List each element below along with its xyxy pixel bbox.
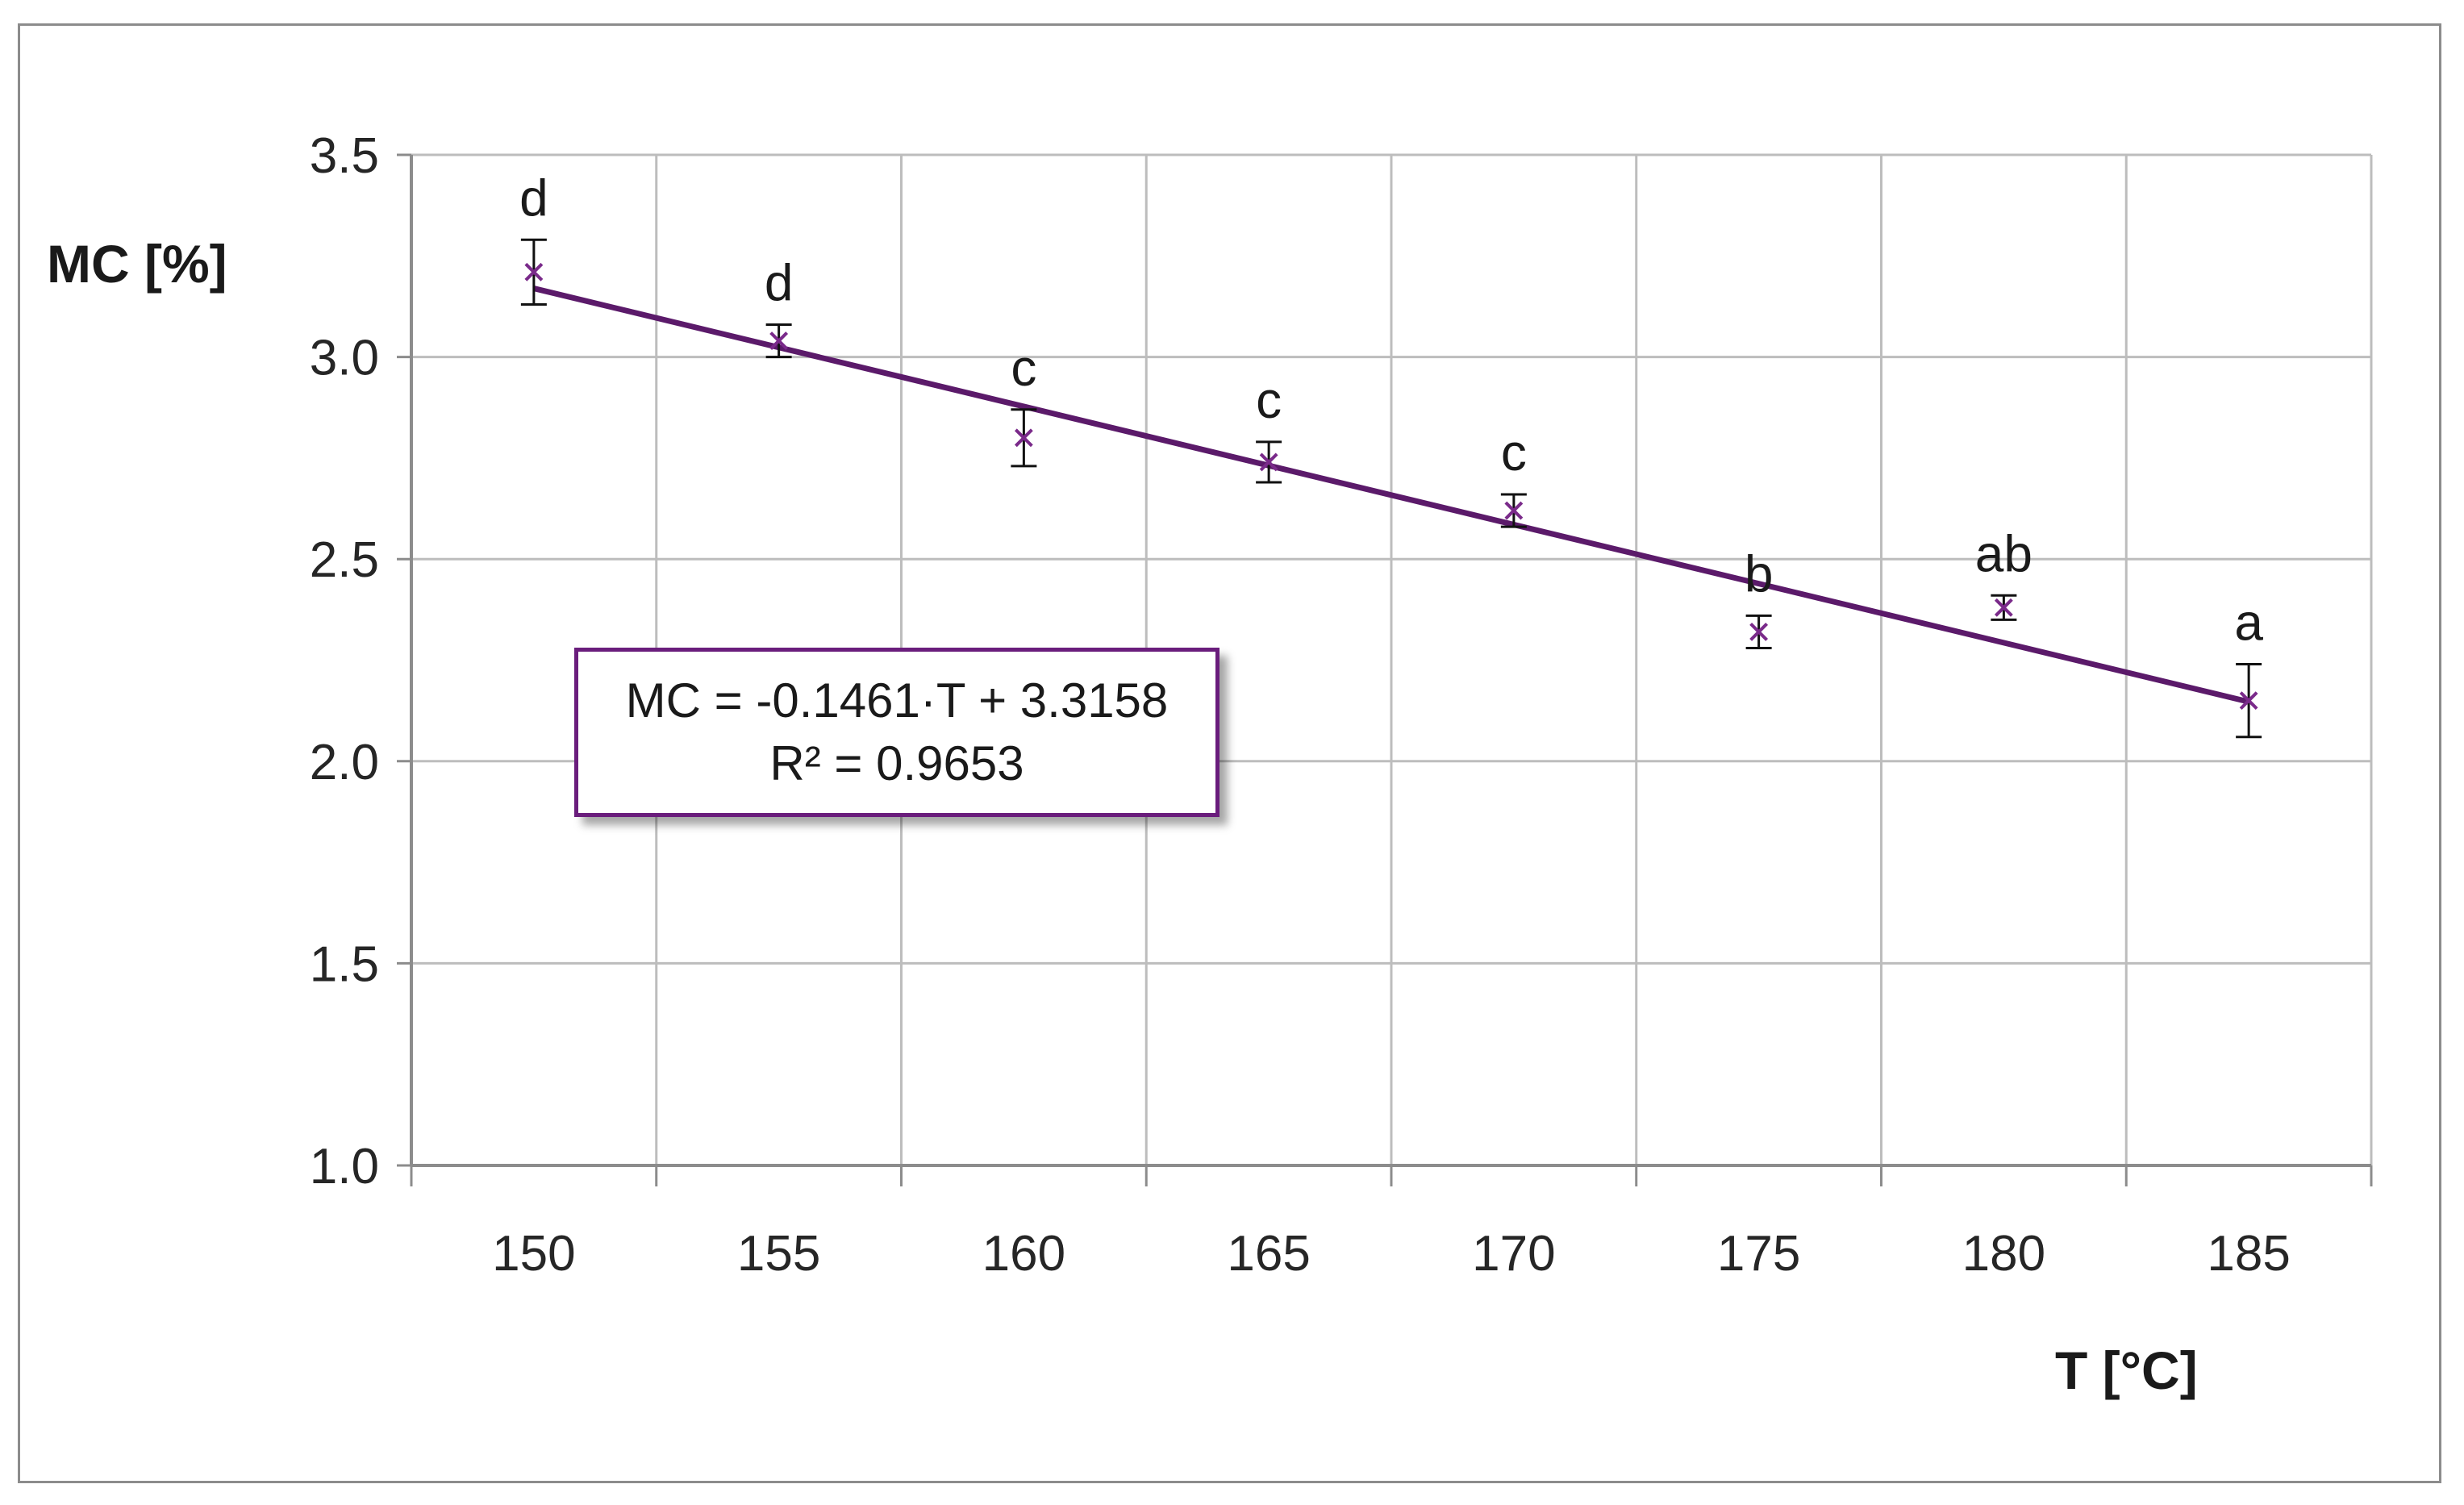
- x-tick-label: 155: [737, 1226, 820, 1282]
- x-marker: [769, 331, 789, 350]
- data-point: d: [519, 169, 548, 306]
- x-tick-label: 180: [1962, 1226, 2045, 1282]
- significance-letter: ab: [1975, 524, 2032, 582]
- data-point: ab: [1975, 524, 2032, 621]
- y-tick-label: 2.0: [310, 735, 379, 790]
- data-point: c: [1256, 371, 1282, 484]
- x-tick-label: 160: [982, 1226, 1065, 1282]
- significance-letter: c: [1011, 339, 1036, 397]
- data-point: c: [1011, 339, 1037, 468]
- r-squared: R² = 0.9653: [769, 736, 1024, 790]
- significance-letter: c: [1256, 371, 1282, 429]
- x-tick-label: 165: [1227, 1226, 1310, 1282]
- x-tick-label: 175: [1717, 1226, 1800, 1282]
- data-point: d: [765, 254, 794, 359]
- y-tick-label: 3.5: [310, 128, 379, 184]
- x-marker: [1749, 623, 1769, 641]
- y-tick-label: 1.0: [310, 1139, 379, 1194]
- significance-letter: d: [519, 169, 548, 227]
- data-point: c: [1500, 423, 1527, 528]
- chart-frame: [18, 23, 2441, 1483]
- trendline-equation: MC = -0.1461·T + 3.3158: [625, 673, 1169, 727]
- x-marker: [1504, 501, 1524, 520]
- data-point: a: [2234, 594, 2263, 739]
- significance-letter: a: [2234, 594, 2263, 652]
- x-marker: [1259, 452, 1278, 472]
- x-marker: [524, 262, 544, 281]
- data-points: d d c c c b ab a: [519, 169, 2263, 739]
- significance-letter: d: [765, 254, 794, 312]
- x-tick-label: 170: [1472, 1226, 1555, 1282]
- y-tick-label: 3.0: [310, 331, 379, 386]
- data-point: b: [1745, 544, 1774, 649]
- trendline: [533, 286, 2249, 705]
- x-marker: [1994, 598, 2013, 617]
- x-tick-label: 150: [492, 1226, 575, 1282]
- trendline-group: [533, 286, 2249, 705]
- x-axis-title: T [°C]: [2055, 1340, 2198, 1400]
- significance-letter: b: [1745, 544, 1774, 602]
- y-tick-label: 1.5: [310, 936, 379, 992]
- trendline-equation-box: MC = -0.1461·T + 3.3158 R² = 0.9653: [574, 648, 1219, 817]
- y-axis-title: MC [%]: [47, 234, 227, 294]
- y-tick-label: 2.5: [310, 532, 379, 588]
- x-marker: [2239, 691, 2258, 711]
- tick-labels: 1.0 1.5 2.0 2.5 3.0 3.5 150 155 160 165 170 175 180 1…: [310, 128, 2291, 1282]
- x-tick-label: 185: [2207, 1226, 2290, 1282]
- significance-letter: c: [1501, 423, 1527, 482]
- axes: [397, 153, 2373, 1186]
- x-marker: [1014, 428, 1033, 448]
